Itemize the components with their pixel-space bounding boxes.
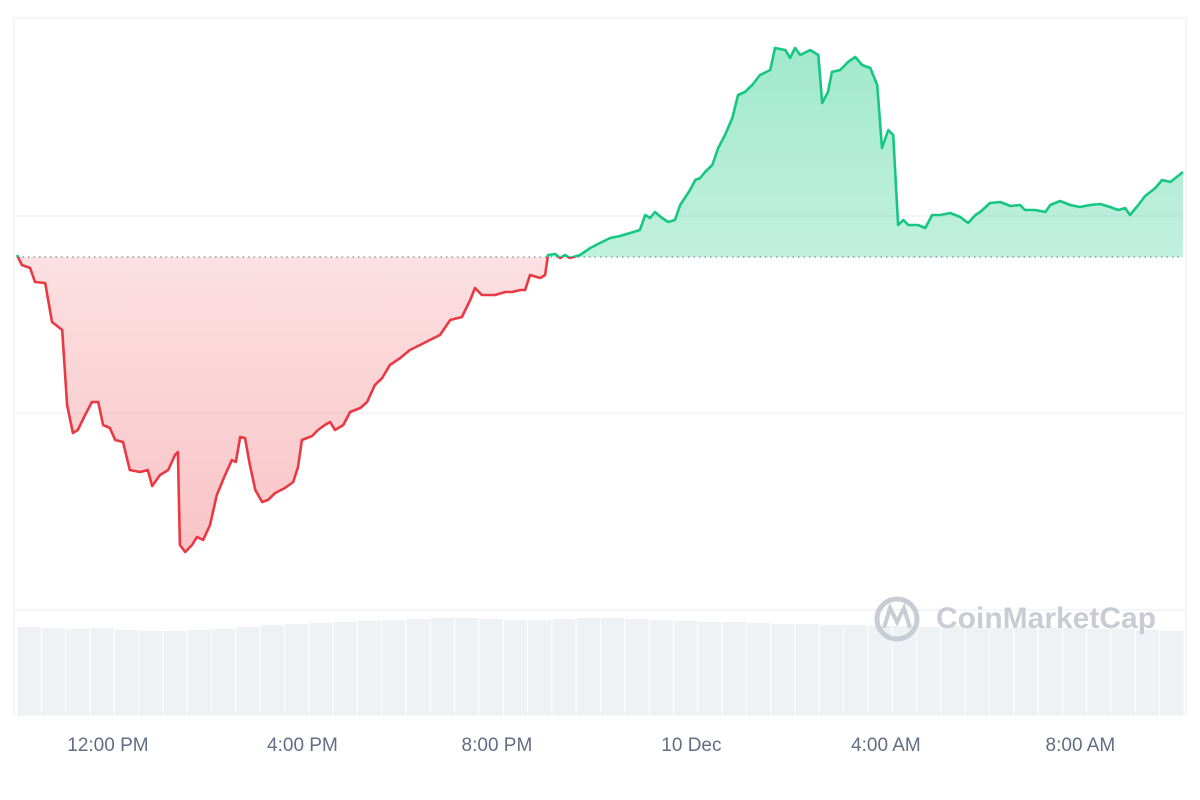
x-tick-label: 8:00 AM: [1046, 735, 1116, 756]
volume-bar: [673, 621, 698, 715]
volume-bar: [868, 626, 892, 715]
plot-frame: [13, 17, 1187, 716]
watermark: CoinMarketCap: [874, 596, 1156, 642]
watermark-logo: [874, 596, 920, 642]
x-tick-label: 4:00 PM: [267, 735, 338, 756]
volume-bar: [989, 628, 1014, 715]
volume-bar: [17, 627, 41, 715]
volume-bar: [892, 626, 917, 715]
volume-bar: [479, 619, 503, 715]
volume-bar: [455, 618, 479, 715]
volume-bar: [746, 623, 771, 715]
volume-bar: [211, 629, 236, 715]
volume-bar: [844, 625, 868, 715]
volume-bar: [430, 618, 455, 715]
price-line-up: [15, 46, 1184, 257]
volume-bar: [600, 618, 625, 715]
volume-bar: [625, 619, 649, 715]
volume-bar: [1087, 629, 1111, 715]
volume-bar: [771, 624, 795, 715]
volume-bar: [90, 628, 114, 715]
watermark-logo-mark: [882, 602, 912, 629]
volume-bar: [333, 622, 357, 715]
volume-bar: [114, 630, 139, 715]
volume-bar: [1135, 630, 1160, 715]
volume-bar: [1111, 629, 1135, 715]
volume-bar: [1062, 628, 1087, 715]
volume-bar: [1038, 627, 1062, 715]
volume-bar: [66, 629, 90, 715]
volume-bar: [309, 623, 333, 715]
volume-bar: [552, 619, 576, 715]
x-tick-label: 8:00 PM: [462, 735, 533, 756]
volume-bar: [795, 624, 819, 715]
volume-bar: [406, 619, 430, 715]
volume-bar: [722, 622, 746, 715]
volume-bar: [698, 622, 722, 715]
volume-bar: [357, 621, 382, 715]
x-tick-label: 4:00 AM: [851, 735, 921, 756]
volume-bar: [236, 627, 260, 715]
area-up: [17, 48, 1183, 257]
volume-bar: [260, 625, 284, 715]
x-tick-label: 10 Dec: [661, 735, 721, 756]
volume-bar: [941, 626, 965, 715]
volume-bar: [1014, 627, 1038, 715]
price-line-down: [16, 257, 578, 554]
volume-bar: [528, 620, 552, 715]
volume-bar: [187, 630, 211, 715]
area-down: [17, 257, 1183, 552]
x-tick-label: 12:00 PM: [67, 735, 148, 756]
volume-bar: [41, 628, 66, 715]
volume-bar: [1160, 631, 1184, 715]
volume-bar: [163, 631, 187, 715]
watermark-text: CoinMarketCap: [936, 602, 1156, 635]
volume-bar: [382, 620, 406, 715]
volume-bar: [649, 620, 673, 715]
volume-bar: [284, 624, 309, 715]
volume-bar: [965, 627, 989, 715]
volume-bar: [139, 631, 163, 715]
volume-bar: [503, 620, 528, 715]
volume-bar: [917, 627, 941, 715]
volume-bar: [576, 618, 600, 715]
volume-bar: [819, 625, 844, 715]
